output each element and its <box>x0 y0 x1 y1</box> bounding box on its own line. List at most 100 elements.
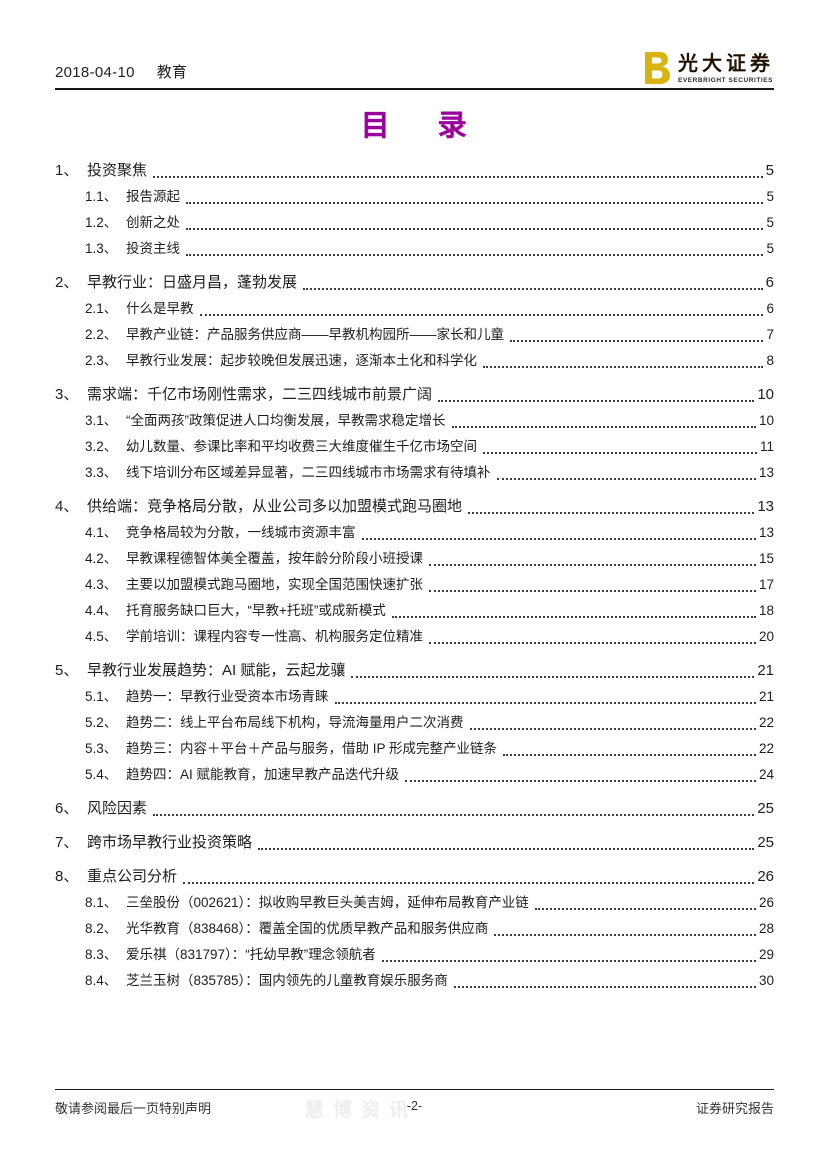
toc-entry[interactable]: 4.4、 托育服务缺口巨大，“早教+托班”或成新模式 18 <box>55 598 774 624</box>
toc-entry-title: 线下培训分布区域差异显著，二三四线城市市场需求有待填补 <box>126 465 491 480</box>
toc-entry-number: 5.4、 <box>85 767 118 782</box>
toc-entry-page: 6 <box>766 301 774 316</box>
toc-entry[interactable]: 2.2、 早教产业链：产品服务供应商——早教机构园所——家长和儿童 7 <box>55 322 774 348</box>
toc-entry-page: 21 <box>757 662 774 679</box>
toc-dotted-leader <box>258 848 755 850</box>
toc-entry[interactable]: 7、 跨市场早教行业投资策略 25 <box>55 830 774 856</box>
page-footer: 慧博资讯 敬请参阅最后一页特别声明 -2- 证券研究报告 <box>55 1089 774 1121</box>
toc-entry-page: 13 <box>758 525 774 540</box>
toc-entry[interactable]: 4.1、 竞争格局较为分散，一线城市资源丰富 13 <box>55 520 774 546</box>
toc-entry[interactable]: 3.3、 线下培训分布区域差异显著，二三四线城市市场需求有待填补 13 <box>55 460 774 486</box>
toc-entry-number: 3、 <box>55 386 79 403</box>
toc-entry[interactable]: 2.1、 什么是早教 6 <box>55 296 774 322</box>
toc-entry-page: 5 <box>765 162 774 179</box>
toc-entry-page: 5 <box>766 241 774 256</box>
toc-entry-title: 早教行业发展趋势：AI 赋能，云起龙骧 <box>87 662 346 679</box>
toc-entry-number: 3.3、 <box>85 465 118 480</box>
toc-dotted-leader <box>503 754 756 756</box>
toc-entry[interactable]: 2.3、 早教行业发展：起步较晚但发展迅速，逐渐本土化和科学化 8 <box>55 348 774 374</box>
toc-entry[interactable]: 8.2、 光华教育（838468）：覆盖全国的优质早教产品和服务供应商 28 <box>55 916 774 942</box>
toc-dotted-leader <box>429 642 756 644</box>
toc-dotted-leader <box>453 986 756 988</box>
toc-entry-page: 13 <box>757 498 774 515</box>
toc-entry-number: 4.3、 <box>85 577 118 592</box>
toc-entry-page: 10 <box>757 386 774 403</box>
toc-entry[interactable]: 8.1、 三垒股份（002621）：拟收购早教巨头美吉姆，延伸布局教育产业链 26 <box>55 890 774 916</box>
toc-entry-number: 8.4、 <box>85 973 118 988</box>
toc-entry-title: 重点公司分析 <box>87 868 178 885</box>
toc-entry-number: 8、 <box>55 868 79 885</box>
toc-entry[interactable]: 5.3、 趋势三：内容＋平台＋产品与服务，借助 IP 形成完整产业链条 22 <box>55 736 774 762</box>
toc-entry[interactable]: 8、 重点公司分析 26 <box>55 864 774 890</box>
toc-dotted-leader <box>334 702 756 704</box>
toc-dotted-leader <box>186 228 764 230</box>
toc-entry-title: 趋势四：AI 赋能教育，加速早教产品迭代升级 <box>126 767 400 782</box>
toc-entry-number: 2、 <box>55 274 79 291</box>
toc-dotted-leader <box>483 366 764 368</box>
toc-entry[interactable]: 3.2、 幼儿数量、参课比率和平均收费三大维度催生千亿市场空间 11 <box>55 434 774 460</box>
toc-entry[interactable]: 1.2、 创新之处 5 <box>55 210 774 236</box>
toc-entry-page: 13 <box>758 465 774 480</box>
toc-entry-title: 跨市场早教行业投资策略 <box>87 834 253 851</box>
toc-dotted-leader <box>199 314 764 316</box>
toc-entry[interactable]: 5.2、 趋势二：线上平台布局线下机构，导流海量用户二次消费 22 <box>55 710 774 736</box>
toc-entry[interactable]: 3、 需求端：千亿市场刚性需求，二三四线城市前景广阔 10 <box>55 382 774 408</box>
page-header: 2018-04-10 教育 光大证券 EVERBRIGHT SECURITIES <box>55 46 774 90</box>
toc-entry-number: 5.1、 <box>85 689 118 704</box>
toc-entry-number: 5.3、 <box>85 741 118 756</box>
toc-dotted-leader <box>303 288 763 290</box>
toc-entry[interactable]: 2、 早教行业：日盛月昌，蓬勃发展 6 <box>55 270 774 296</box>
toc-entry[interactable]: 8.3、 爱乐祺（831797）：“托幼早教”理念领航者 29 <box>55 942 774 968</box>
toc-entry-title: 早教行业发展：起步较晚但发展迅速，逐渐本土化和科学化 <box>126 353 477 368</box>
toc-entry-number: 4.2、 <box>85 551 118 566</box>
toc-dotted-leader <box>534 908 756 910</box>
toc-entry-page: 21 <box>758 689 774 704</box>
toc-entry[interactable]: 4、 供给端：竞争格局分散，从业公司多以加盟模式跑马圈地 13 <box>55 494 774 520</box>
toc-entry-page: 17 <box>758 577 774 592</box>
toc-entry-page: 29 <box>758 947 774 962</box>
toc-entry[interactable]: 4.3、 主要以加盟模式跑马圈地，实现全国范围快速扩张 17 <box>55 572 774 598</box>
toc-entry[interactable]: 1.3、 投资主线 5 <box>55 236 774 262</box>
toc-entry-page: 7 <box>766 327 774 342</box>
toc-entry-page: 11 <box>759 439 774 454</box>
toc-entry-title: 三垒股份（002621）：拟收购早教巨头美吉姆，延伸布局教育产业链 <box>126 895 529 910</box>
toc-dotted-leader <box>405 780 756 782</box>
toc-entry-title: 趋势一：早教行业受资本市场青睐 <box>126 689 329 704</box>
report-category: 教育 <box>156 64 188 81</box>
toc-entry-title: “全面两孩”政策促进人口均衡发展，早教需求稳定增长 <box>126 413 446 428</box>
toc-entry[interactable]: 1.1、 报告源起 5 <box>55 184 774 210</box>
toc-entry[interactable]: 8.4、 芝兰玉树（835785）：国内领先的儿童教育娱乐服务商 30 <box>55 968 774 994</box>
toc-entry[interactable]: 1、 投资聚焦 5 <box>55 158 774 184</box>
toc-entry[interactable]: 5.4、 趋势四：AI 赋能教育，加速早教产品迭代升级 24 <box>55 762 774 788</box>
toc-entry-number: 1.2、 <box>85 215 118 230</box>
toc-entry-title: 趋势二：线上平台布局线下机构，导流海量用户二次消费 <box>126 715 464 730</box>
toc-entry-number: 5.2、 <box>85 715 118 730</box>
toc-entry[interactable]: 5.1、 趋势一：早教行业受资本市场青睐 21 <box>55 684 774 710</box>
toc-entry-number: 4、 <box>55 498 79 515</box>
toc-dotted-leader <box>494 934 756 936</box>
toc-entry-number: 1.3、 <box>85 241 118 256</box>
brand-text: 光大证券 EVERBRIGHT SECURITIES <box>678 54 774 84</box>
toc-list: 1、 投资聚焦 5 1.1、 报告源起 5 1.2、 创新之处 5 1.3、 投资主线 5 2、 早教行业… <box>55 158 774 994</box>
footer-report-type: 证券研究报告 <box>695 1101 774 1116</box>
toc-entry-number: 2.3、 <box>85 353 118 368</box>
toc-dotted-leader <box>429 564 756 566</box>
toc-entry-page: 20 <box>758 629 774 644</box>
toc-entry-page: 25 <box>757 834 774 851</box>
footer-disclaimer: 敬请参阅最后一页特别声明 <box>55 1101 212 1116</box>
toc-dotted-leader <box>153 814 755 816</box>
toc-entry-page: 6 <box>765 274 774 291</box>
toc-entry-page: 30 <box>758 973 774 988</box>
toc-entry[interactable]: 4.2、 早教课程德智体美全覆盖，按年龄分阶段小班授课 15 <box>55 546 774 572</box>
toc-entry-number: 2.2、 <box>85 327 118 342</box>
report-date: 2018-04-10 <box>55 64 135 81</box>
toc-entry-number: 3.2、 <box>85 439 118 454</box>
everbright-logo-icon <box>645 52 670 84</box>
toc-entry[interactable]: 6、 风险因素 25 <box>55 796 774 822</box>
toc-entry-number: 2.1、 <box>85 301 118 316</box>
toc-entry[interactable]: 3.1、 “全面两孩”政策促进人口均衡发展，早教需求稳定增长 10 <box>55 408 774 434</box>
toc-entry[interactable]: 5、 早教行业发展趋势：AI 赋能，云起龙骧 21 <box>55 658 774 684</box>
toc-entry-number: 4.5、 <box>85 629 118 644</box>
toc-entry-page: 22 <box>758 741 774 756</box>
toc-entry[interactable]: 4.5、 学前培训：课程内容专一性高、机构服务定位精准 20 <box>55 624 774 650</box>
